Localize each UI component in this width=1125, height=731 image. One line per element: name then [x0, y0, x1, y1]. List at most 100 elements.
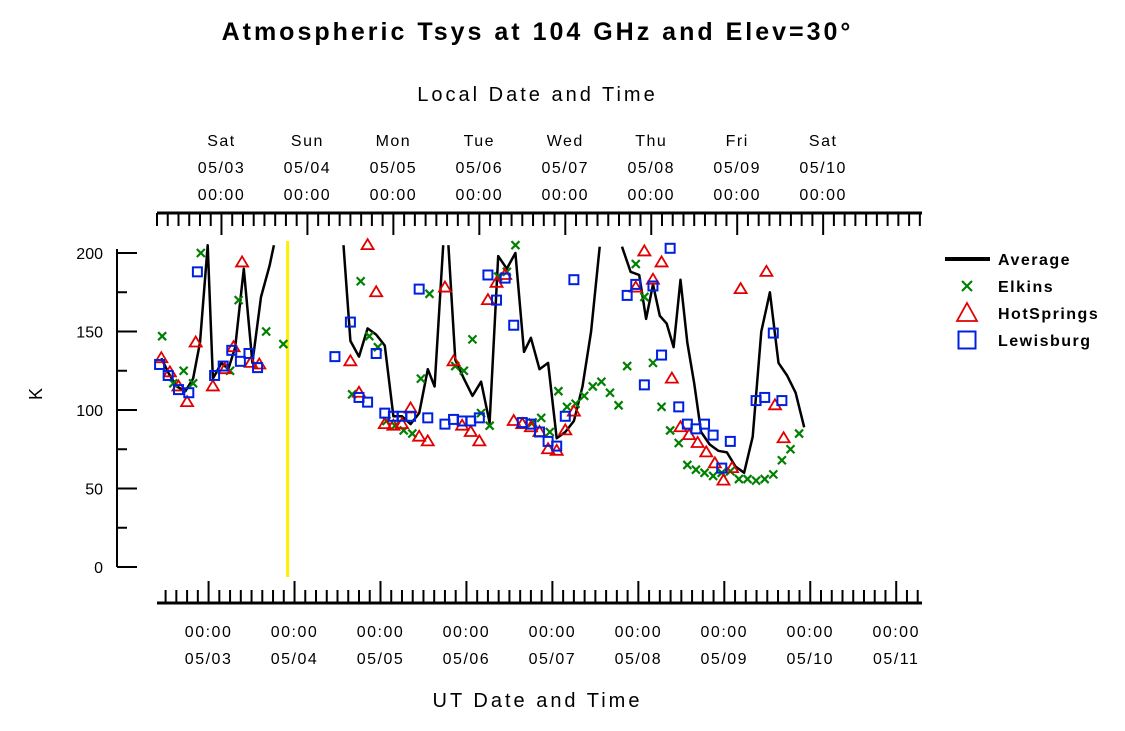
elkins-point	[622, 361, 632, 371]
lewisburg-point	[716, 462, 728, 474]
hotsprings-point	[566, 403, 582, 417]
elkins-point	[751, 475, 761, 486]
elkins-point	[596, 376, 607, 387]
elkins-point	[656, 402, 667, 412]
bottom-tick-label: 00:00	[443, 624, 491, 641]
lewisburg-point	[217, 360, 229, 372]
hotsprings-point	[636, 243, 652, 257]
elkins-point	[759, 474, 770, 484]
hotsprings-point	[243, 355, 259, 368]
top-tick-label: 00:00	[799, 187, 847, 204]
bottom-tick-label: 00:00	[872, 624, 920, 641]
lewisburg-point	[405, 410, 417, 422]
lewisburg-point	[154, 358, 166, 370]
lewisburg-point	[344, 316, 356, 328]
hotsprings-point	[758, 264, 775, 277]
elkins-point	[355, 276, 366, 287]
y-tick-label: 0	[94, 560, 103, 577]
top-tick-label: 00:00	[284, 187, 332, 204]
lewisburg-point	[525, 418, 537, 430]
bottom-tick-label: 05/06	[443, 651, 491, 668]
elkins-point	[510, 240, 521, 250]
bottom-tick-label: 05/10	[786, 651, 834, 668]
bottom-tick-label: 00:00	[615, 624, 663, 641]
lewisburg-point	[759, 391, 771, 403]
elkins-point	[278, 339, 289, 349]
lewisburg-point	[630, 278, 642, 290]
hotsprings-point	[628, 279, 644, 293]
elkins-point	[579, 391, 589, 401]
legend-swatch-lewisburg	[957, 330, 977, 350]
hotsprings-point	[377, 416, 393, 430]
elkins-point	[588, 381, 598, 392]
bottom-tick-label: 00:00	[786, 624, 834, 641]
hotsprings-point	[664, 370, 680, 384]
elkins-point	[553, 386, 564, 396]
top-tick-label: 05/08	[627, 160, 675, 177]
elkins-point	[682, 460, 693, 470]
legend-label-average: Average	[998, 252, 1071, 269]
lewisburg-point	[243, 347, 255, 359]
hotsprings-point	[411, 428, 427, 442]
top-tick-label: 00:00	[198, 187, 246, 204]
elkins-point	[178, 365, 189, 376]
top-tick-label: 05/05	[370, 160, 418, 177]
top-tick-label: Sat	[207, 133, 236, 150]
hotsprings-point	[557, 422, 573, 436]
hotsprings-point	[480, 292, 496, 305]
elkins-point	[794, 428, 804, 439]
top-tick-label: 00:00	[542, 187, 590, 204]
lewisburg-point	[329, 351, 341, 363]
hotsprings-point	[420, 433, 436, 447]
lewisburg-point	[362, 396, 374, 408]
bottom-tick-label: 05/11	[873, 651, 919, 668]
lewisburg-point	[767, 327, 779, 339]
top-tick-label: 00:00	[627, 187, 675, 204]
y-tick-label: 50	[85, 482, 103, 499]
hotsprings-point	[506, 413, 522, 426]
hotsprings-point	[707, 455, 723, 469]
hotsprings-point	[234, 254, 250, 268]
hotsprings-point	[360, 237, 376, 251]
lewisburg-point	[559, 410, 571, 422]
lewisburg-point	[664, 242, 676, 254]
elkins-point	[708, 471, 718, 481]
lewisburg-point	[724, 435, 736, 447]
top-tick-label: 00:00	[456, 187, 504, 204]
lewisburg-point	[252, 362, 264, 374]
lewisburg-point	[638, 379, 650, 391]
elkins-point	[416, 373, 426, 384]
chart-title: Atmospheric Tsys at 104 GHz and Elev=30°	[221, 18, 854, 46]
elkins-point	[699, 468, 710, 478]
top-tick-label: 05/06	[456, 160, 504, 177]
bottom-tick-label: 00:00	[185, 624, 233, 641]
lewisburg-point	[534, 426, 545, 438]
elkins-point	[639, 292, 650, 302]
lewisburg-point	[491, 294, 503, 306]
top-tick-label: Mon	[376, 133, 412, 150]
bottom-tick-label: 05/07	[529, 651, 577, 668]
elkins-point	[613, 400, 624, 411]
bottom-tick-label: 00:00	[357, 624, 405, 641]
lewisburg-point	[413, 283, 425, 295]
top-tick-label: Wed	[547, 133, 584, 150]
bottom-tick-label: 00:00	[529, 624, 577, 641]
top-tick-label: 05/03	[198, 160, 246, 177]
lewisburg-point	[647, 280, 659, 292]
hotsprings-point	[540, 441, 556, 455]
elkins-point	[459, 365, 469, 376]
hotsprings-point	[690, 435, 706, 448]
hotsprings-point	[394, 416, 410, 430]
top-tick-label: Fri	[726, 133, 749, 150]
hotsprings-point	[672, 419, 689, 433]
hotsprings-point	[653, 254, 670, 268]
lewisburg-point	[568, 274, 580, 286]
lewisburg-point	[673, 401, 685, 413]
hotsprings-point	[188, 334, 204, 348]
top-tick-label: 05/04	[284, 160, 332, 177]
top-tick-label: 00:00	[370, 187, 418, 204]
elkins-point	[233, 295, 244, 305]
legend-label-lewisburg: Lewisburg	[998, 333, 1092, 350]
lewisburg-point	[776, 395, 788, 407]
